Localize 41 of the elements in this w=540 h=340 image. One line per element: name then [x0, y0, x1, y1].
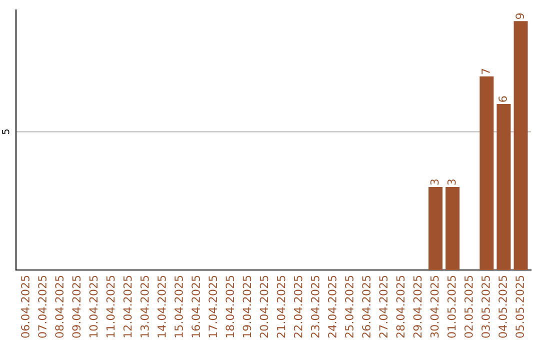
x-tick-label: 11.04.2025: [106, 276, 115, 338]
x-tick-label: 29.04.2025: [413, 276, 422, 338]
x-tick-label: 22.04.2025: [294, 276, 302, 338]
x-tick-label: 08.04.2025: [55, 276, 64, 338]
data-label: 6: [498, 96, 507, 102]
x-tick-label: 28.04.2025: [396, 276, 405, 338]
bar: [446, 187, 460, 270]
bar: [480, 76, 494, 270]
x-tick-label: 12.04.2025: [123, 276, 132, 338]
x-tick-label: 25.04.2025: [345, 276, 354, 338]
x-tick-label: 16.04.2025: [192, 276, 200, 338]
x-tick-label: 30.04.2025: [430, 276, 439, 338]
x-tick-label: 27.04.2025: [379, 276, 388, 338]
bar: [428, 187, 442, 270]
data-label: 7: [482, 68, 490, 74]
x-tick-label: 17.04.2025: [208, 276, 218, 338]
x-tick-label: 03.05.2025: [481, 276, 490, 338]
x-tick-label: 07.04.2025: [38, 276, 47, 338]
x-tick-label: 19.04.2025: [242, 276, 252, 338]
x-tick-label: 14.04.2025: [157, 276, 166, 338]
y-tick-label: 5: [2, 129, 10, 134]
data-label: 3: [430, 179, 439, 185]
bar: [496, 104, 511, 270]
bar: [514, 21, 528, 270]
x-tick-label: 04.05.2025: [498, 276, 507, 338]
x-tick-label: 20.04.2025: [260, 276, 268, 338]
x-tick-label: 13.04.2025: [140, 276, 149, 338]
data-label: 9: [516, 13, 524, 19]
x-tick-label: 06.04.2025: [21, 276, 30, 338]
data-label: 3: [447, 179, 456, 185]
x-tick-label: 21.04.2025: [276, 276, 286, 338]
x-tick-label: 09.04.2025: [72, 276, 81, 338]
x-tick-label: 01.05.2025: [447, 276, 456, 338]
x-tick-label: 15.04.2025: [174, 276, 183, 338]
x-tick-label: 26.04.2025: [362, 276, 371, 338]
x-tick-label: 18.04.2025: [226, 276, 234, 338]
x-tick-label: 02.05.2025: [464, 276, 473, 338]
x-tick-label: 05.05.2025: [516, 276, 524, 338]
x-tick-label: 10.04.2025: [89, 276, 98, 338]
x-tick-label: 24.04.2025: [328, 276, 336, 338]
x-tick-label: 23.04.2025: [310, 276, 320, 338]
